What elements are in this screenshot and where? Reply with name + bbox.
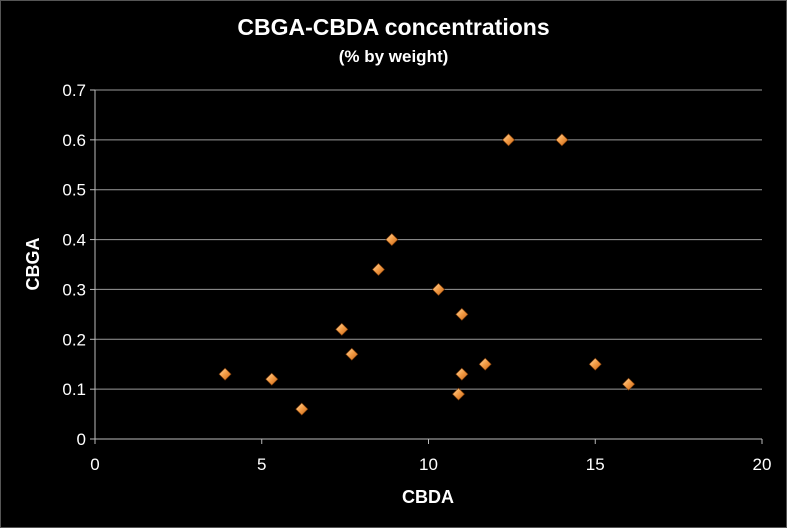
- chart-subtitle: (% by weight): [338, 47, 449, 66]
- data-point: [555, 133, 569, 147]
- y-tick-label: 0.4: [62, 231, 86, 250]
- data-point: [432, 283, 445, 296]
- y-tick-label: 0.3: [62, 280, 86, 299]
- data-point: [218, 367, 232, 381]
- data-point: [265, 372, 279, 386]
- data-point: [452, 387, 465, 401]
- data-point: [622, 377, 636, 391]
- y-tick-label: 0.1: [62, 380, 86, 399]
- y-axis-title: CBGA: [23, 238, 43, 291]
- x-tick-label: 15: [586, 455, 605, 474]
- data-point: [385, 233, 399, 246]
- data-point: [372, 263, 385, 276]
- data-point: [588, 357, 602, 371]
- y-tick-label: 0.6: [62, 131, 86, 150]
- axis-layer: [90, 89, 763, 444]
- y-tick-label: 0.2: [62, 330, 86, 349]
- y-tick-label: 0: [77, 430, 86, 449]
- data-point: [335, 322, 349, 336]
- y-tick-label: 0.5: [62, 181, 86, 200]
- x-tick-label: 0: [90, 455, 99, 474]
- x-tick-label: 20: [753, 455, 772, 474]
- chart-title: CBGA-CBDA concentrations: [237, 14, 550, 40]
- data-point: [345, 347, 359, 361]
- tick-labels: 0 0.1 0.2 0.3 0.4 0.5 0.6 0.7 0 5 10 15 20: [62, 81, 771, 474]
- data-point: [502, 133, 515, 147]
- data-point: [478, 357, 492, 371]
- x-tick-label: 10: [419, 455, 438, 474]
- data-points: [218, 133, 636, 416]
- data-point: [455, 367, 469, 381]
- data-point: [295, 402, 309, 416]
- x-tick-label: 5: [257, 455, 266, 474]
- x-axis-title: CBDA: [402, 487, 454, 507]
- y-tick-label: 0.7: [62, 81, 86, 100]
- grid-layer: [95, 89, 762, 390]
- data-point: [455, 307, 469, 321]
